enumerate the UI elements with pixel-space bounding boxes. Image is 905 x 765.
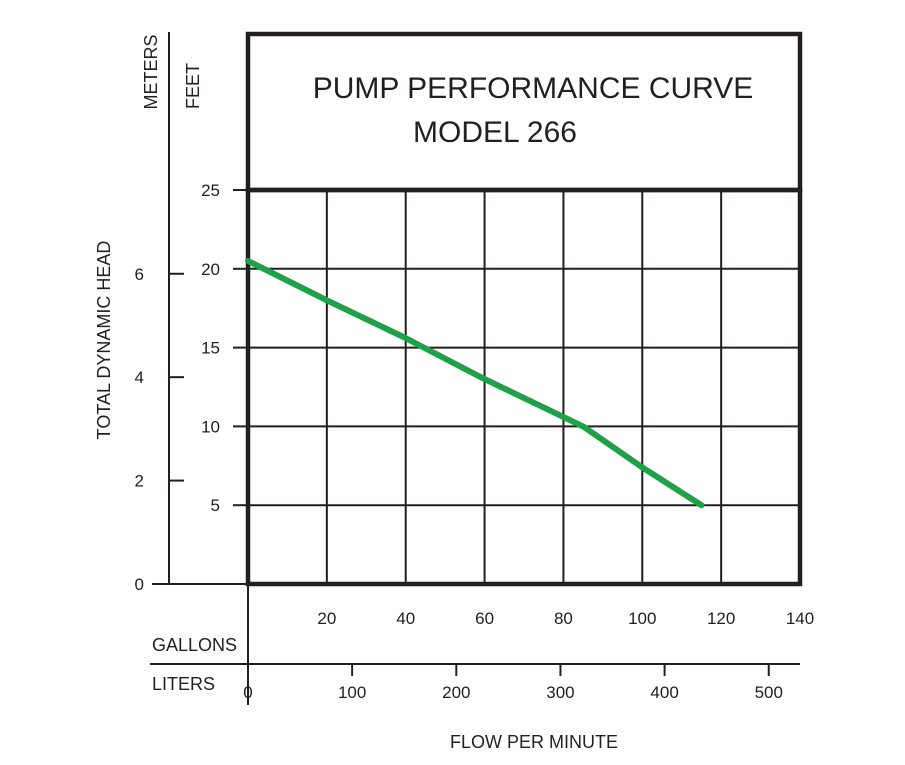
gallons-ticks: 20 40 60 80 100 120 140	[317, 609, 814, 628]
gallons-tick-label: 60	[475, 609, 494, 628]
gallons-tick-label: 140	[786, 609, 814, 628]
y-axis-title: TOTAL DYNAMIC HEAD	[94, 241, 114, 440]
chart-title: PUMP PERFORMANCE CURVE	[313, 72, 754, 105]
meters-tick-label: 6	[135, 265, 144, 284]
liters-tick-label: 0	[243, 683, 252, 702]
feet-axis-label: FEET	[183, 63, 203, 109]
gallons-tick-label: 20	[317, 609, 336, 628]
meters-axis-label: METERS	[141, 34, 161, 109]
x-axis-title: FLOW PER MINUTE	[450, 732, 618, 752]
title-box	[245, 31, 803, 193]
meters-ticks: 0 2 4 6	[135, 265, 184, 594]
meters-tick-label: 4	[135, 368, 144, 387]
liters-tick-label: 500	[755, 683, 783, 702]
meters-tick-label: 0	[135, 575, 144, 594]
feet-ticks: 5 10 15 20 25	[201, 181, 248, 515]
plot-frame	[245, 187, 803, 587]
chart-subtitle: MODEL 266	[413, 116, 577, 149]
feet-tick-label: 5	[211, 496, 220, 515]
feet-tick-label: 20	[201, 260, 220, 279]
series-layer	[245, 257, 705, 509]
feet-tick-label: 10	[201, 417, 220, 436]
gallons-tick-label: 40	[396, 609, 415, 628]
performance-curve-line	[245, 257, 705, 509]
meters-tick-label: 2	[135, 472, 144, 491]
liters-tick-label: 400	[650, 683, 678, 702]
feet-tick-label: 25	[201, 181, 220, 200]
liters-ticks: 0 100 200 300 400 500	[243, 664, 783, 702]
feet-tick-label: 15	[201, 339, 220, 358]
grid	[248, 190, 800, 584]
gallons-tick-label: 100	[628, 609, 656, 628]
gallons-axis-label: GALLONS	[152, 635, 237, 655]
gallons-tick-label: 120	[707, 609, 735, 628]
liters-tick-label: 100	[338, 683, 366, 702]
liters-tick-label: 200	[442, 683, 470, 702]
liters-axis-label: LITERS	[152, 674, 215, 694]
gallons-tick-label: 80	[554, 609, 573, 628]
liters-tick-label: 300	[546, 683, 574, 702]
